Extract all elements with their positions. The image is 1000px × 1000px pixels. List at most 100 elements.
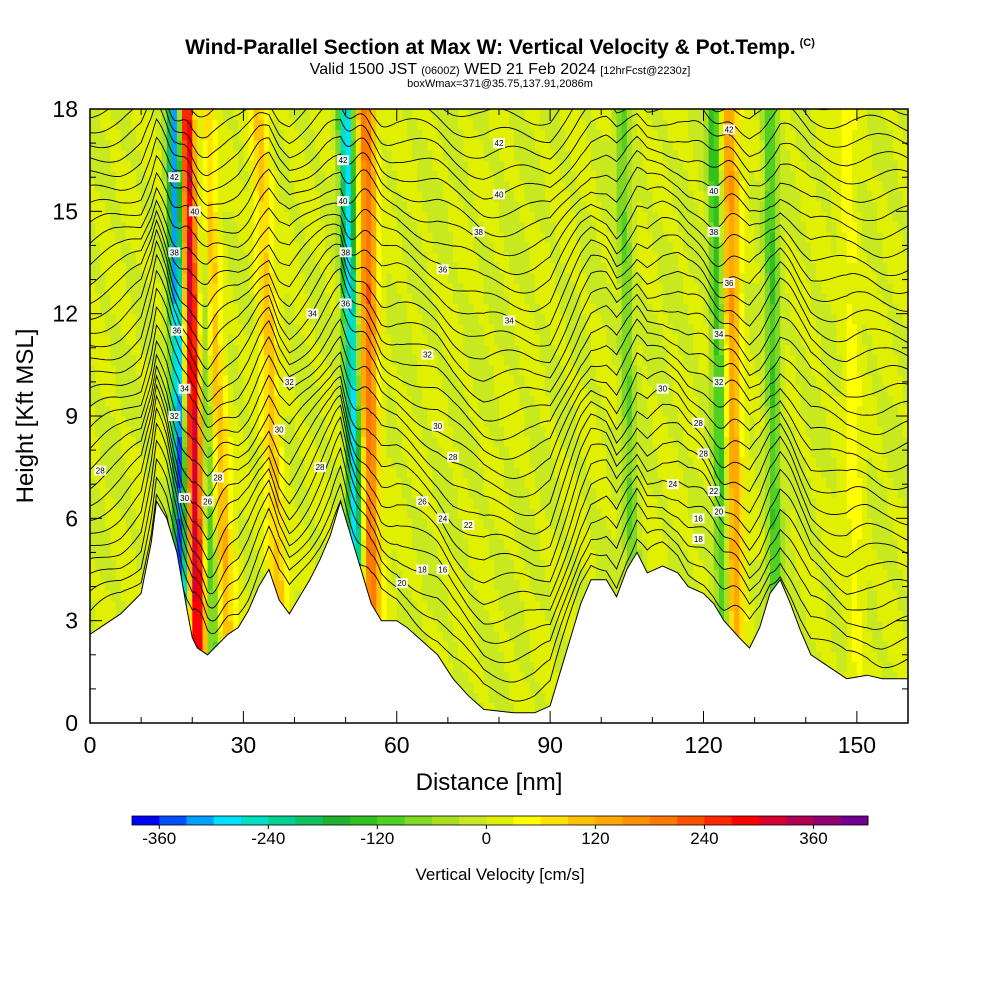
w-cell: [233, 170, 239, 182]
w-cell: [253, 160, 260, 171]
w-cell: [468, 313, 474, 325]
w-cell: [427, 293, 434, 304]
w-cell: [289, 129, 296, 141]
w-cell: [130, 170, 137, 182]
w-cell: [391, 190, 398, 202]
w-cell: [233, 549, 239, 560]
w-cell: [268, 180, 275, 192]
w-cell: [473, 160, 480, 171]
w-cell: [350, 283, 357, 294]
w-cell: [228, 201, 234, 212]
w-cell: [161, 354, 168, 366]
w-cell: [146, 528, 152, 540]
w-cell: [427, 630, 434, 642]
w-cell: [330, 313, 336, 325]
w-cell: [279, 579, 285, 591]
w-cell: [473, 313, 480, 325]
w-cell: [381, 231, 388, 243]
w-cell: [320, 180, 326, 192]
w-cell: [442, 590, 449, 601]
w-cell: [212, 160, 219, 171]
w-cell: [396, 456, 403, 468]
w-cell: [222, 242, 229, 253]
w-cell: [217, 508, 224, 519]
w-cell: [504, 272, 510, 284]
w-cell: [493, 242, 500, 253]
w-cell: [294, 334, 301, 345]
w-cell: [396, 272, 403, 284]
w-cell: [289, 242, 296, 253]
w-cell: [386, 180, 393, 192]
w-cell: [309, 272, 316, 284]
w-cell: [463, 569, 469, 581]
w-cell: [238, 160, 244, 171]
w-cell: [130, 262, 137, 274]
w-cell: [294, 119, 301, 130]
w-cell: [412, 620, 418, 632]
w-cell: [222, 528, 229, 540]
w-cell: [125, 426, 132, 437]
w-cell: [279, 446, 285, 458]
w-cell: [320, 221, 326, 233]
w-cell: [371, 590, 377, 601]
w-cell: [504, 170, 510, 182]
w-cell: [141, 385, 147, 397]
w-cell: [345, 201, 352, 212]
w-cell: [463, 559, 469, 571]
w-cell: [120, 272, 127, 284]
w-cell: [125, 283, 132, 294]
w-cell: [453, 293, 459, 304]
w-cell: [187, 549, 193, 560]
w-cell: [386, 610, 393, 622]
w-cell: [202, 641, 209, 652]
w-cell: [222, 446, 229, 458]
w-cell: [197, 129, 204, 141]
w-cell: [176, 334, 183, 345]
w-cell: [294, 180, 301, 192]
w-cell: [468, 559, 474, 571]
w-cell: [407, 477, 413, 489]
w-cell: [325, 487, 331, 499]
w-cell: [238, 446, 244, 458]
w-cell: [243, 354, 250, 366]
w-cell: [376, 446, 382, 458]
w-cell: [463, 109, 469, 120]
w-cell: [447, 549, 454, 560]
w-cell: [130, 252, 137, 264]
w-cell: [258, 334, 265, 345]
w-cell: [376, 323, 382, 335]
w-cell: [499, 221, 505, 233]
w-cell: [115, 283, 122, 294]
w-cell: [100, 139, 106, 151]
w-cell: [248, 139, 255, 151]
w-cell: [258, 109, 265, 120]
w-cell: [141, 242, 147, 253]
w-cell: [432, 190, 439, 202]
w-cell: [268, 559, 275, 571]
w-cell: [304, 456, 311, 468]
w-cell: [468, 334, 474, 345]
w-cell: [115, 323, 122, 335]
w-cell: [442, 579, 449, 591]
w-cell: [304, 375, 311, 386]
w-cell: [233, 293, 239, 304]
w-cell: [243, 242, 250, 253]
w-cell: [125, 149, 132, 161]
w-cell: [141, 528, 147, 540]
w-cell: [442, 109, 449, 120]
w-cell: [120, 180, 127, 192]
w-cell: [136, 375, 142, 386]
w-cell: [473, 385, 480, 397]
w-cell: [493, 303, 500, 315]
w-cell: [417, 221, 423, 233]
w-cell: [458, 487, 464, 499]
w-cell: [284, 508, 290, 519]
w-cell: [493, 323, 500, 335]
w-cell: [330, 149, 336, 161]
w-cell: [192, 119, 198, 130]
w-cell: [386, 446, 393, 458]
w-cell: [376, 211, 382, 223]
w-cell: [473, 416, 480, 427]
w-cell: [228, 283, 234, 294]
w-cell: [488, 262, 495, 274]
